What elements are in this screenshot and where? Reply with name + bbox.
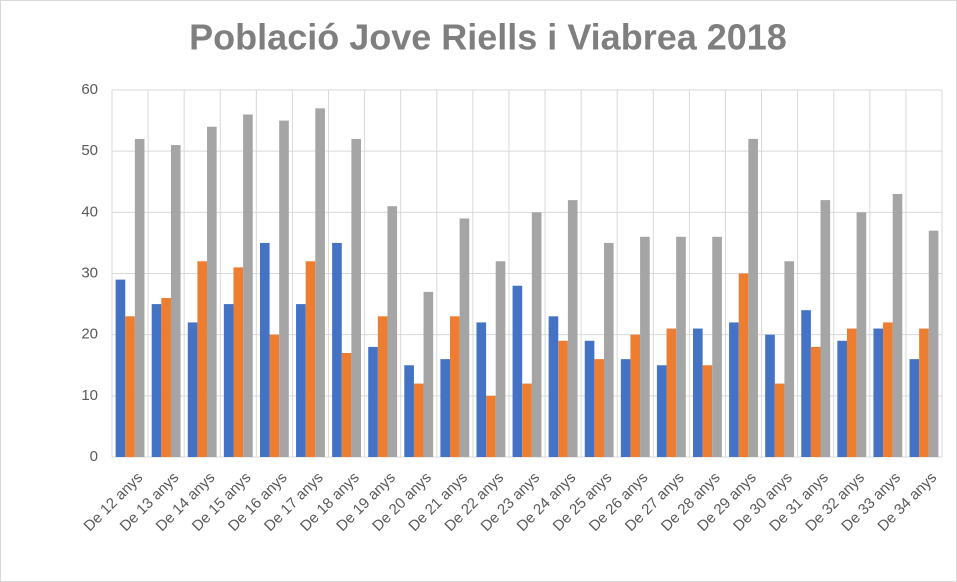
bar (161, 297, 171, 457)
bar (368, 346, 378, 457)
bar (134, 138, 145, 457)
bar (450, 316, 460, 457)
bar (558, 340, 568, 457)
bar (712, 236, 722, 457)
bar (351, 138, 361, 457)
bar (387, 206, 398, 457)
bar (187, 322, 198, 457)
y-tick-label: 0 (90, 448, 98, 465)
bar (476, 322, 487, 457)
bar (279, 120, 289, 457)
bar (512, 285, 523, 457)
bar (567, 200, 578, 457)
bar (640, 236, 650, 457)
bar (928, 230, 939, 457)
bar (115, 279, 126, 457)
bar (223, 304, 234, 457)
bar (630, 334, 641, 457)
bar (856, 212, 867, 457)
bar (522, 383, 532, 457)
bar (233, 267, 244, 457)
bar (459, 218, 470, 457)
bar (837, 340, 847, 457)
bar (846, 328, 857, 457)
bar (594, 359, 604, 457)
bar (765, 334, 775, 457)
bar (207, 126, 217, 457)
bar (440, 359, 451, 457)
bar (341, 353, 352, 457)
bar (305, 261, 316, 457)
bar (404, 365, 414, 457)
bar (377, 316, 388, 457)
bar (495, 261, 506, 457)
bar (531, 212, 542, 457)
bar (883, 322, 893, 457)
chart-title: Població Jove Riells i Viabrea 2018 (189, 17, 787, 58)
bar (315, 108, 325, 457)
bar (774, 383, 785, 457)
bar (332, 242, 342, 457)
y-tick-label: 10 (81, 387, 98, 404)
bar (486, 395, 496, 457)
bar (909, 359, 920, 457)
bar (919, 328, 929, 457)
bar (603, 242, 614, 457)
bar (873, 328, 884, 457)
bar (748, 138, 758, 457)
bar (197, 261, 208, 457)
y-tick-label: 40 (81, 203, 98, 220)
bar (820, 200, 831, 457)
bar (296, 304, 306, 457)
bar (666, 328, 677, 457)
bar (125, 316, 135, 457)
bar (693, 328, 703, 457)
bar (729, 322, 739, 457)
y-tick-label: 50 (81, 142, 98, 159)
bar (801, 310, 811, 457)
bar (702, 365, 713, 457)
bar (548, 316, 559, 457)
bar (810, 346, 821, 457)
bar (170, 145, 181, 458)
bar (259, 242, 270, 457)
y-tick-label: 60 (81, 81, 98, 98)
bar (738, 273, 749, 457)
y-tick-label: 20 (81, 326, 98, 343)
bar (656, 365, 667, 457)
bar (423, 291, 434, 457)
bar (676, 236, 686, 457)
bar (584, 340, 595, 457)
bar (243, 114, 253, 457)
bar (892, 193, 903, 457)
y-tick-label: 30 (81, 264, 98, 281)
bar (620, 359, 631, 457)
bar (413, 383, 424, 457)
bar (784, 261, 795, 457)
bar (151, 304, 162, 457)
bar (269, 334, 280, 457)
